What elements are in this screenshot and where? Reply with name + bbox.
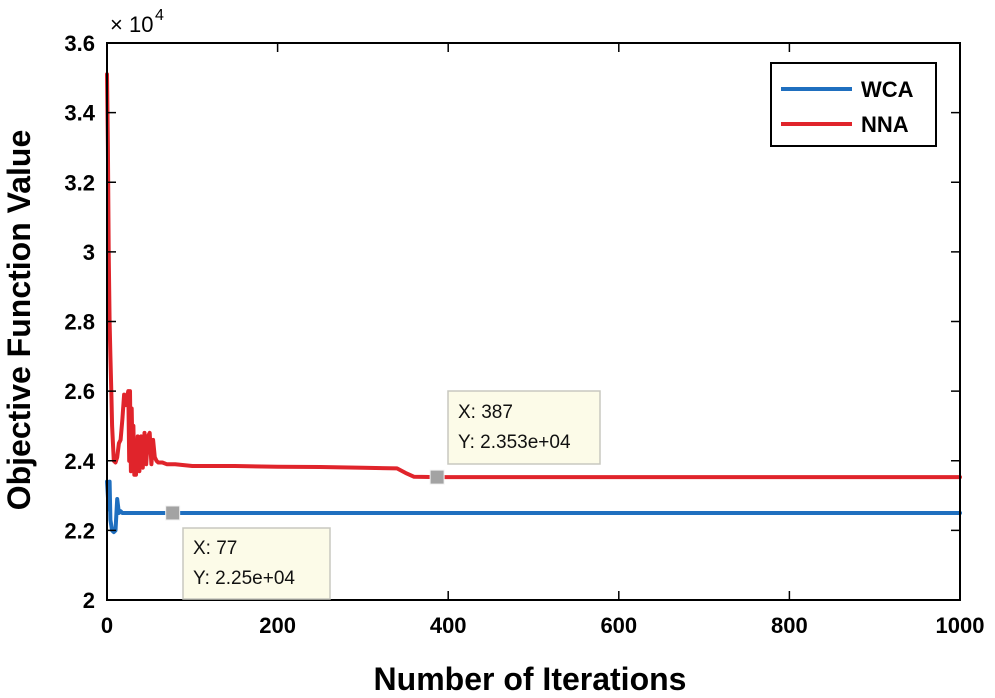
legend-box <box>770 62 937 147</box>
x-tick-label: 0 <box>101 613 113 638</box>
x-tick-label: 800 <box>771 613 808 638</box>
legend-label-nna: NNA <box>861 112 909 137</box>
y-exponent-label: × 10 <box>110 12 153 37</box>
datatip-x-text: X: 387 <box>458 402 513 423</box>
y-tick-label: 2.8 <box>64 310 95 335</box>
y-tick-label: 2.6 <box>64 379 95 404</box>
datatip-box <box>447 390 601 465</box>
x-tick-label: 600 <box>600 613 637 638</box>
datatip-y-text: Y: 2.25e+04 <box>193 568 295 589</box>
datatip-x-text: X: 77 <box>193 538 237 559</box>
x-axis-label: Number of Iterations <box>374 661 687 697</box>
datatip-nna[interactable]: X: 387 Y: 2.353e+04 <box>429 390 601 485</box>
datatip-marker <box>429 469 445 485</box>
datatip-y-text: Y: 2.353e+04 <box>458 432 571 453</box>
datatip-wca[interactable]: X: 77 Y: 2.25e+04 <box>165 505 331 600</box>
x-tick-label: 1000 <box>936 613 985 638</box>
legend-label-wca: WCA <box>861 77 914 102</box>
x-tick-label: 400 <box>430 613 467 638</box>
y-tick-label: 3.4 <box>64 101 95 126</box>
y-tick-label: 3.2 <box>64 170 95 195</box>
y-tick-label: 2 <box>83 588 95 613</box>
y-tick-label: 3 <box>83 240 95 265</box>
y-tick-label: 2.4 <box>64 449 95 474</box>
ticks-layer: 0 200 400 600 800 1000 2 2.2 2.4 2.6 2.8 3 3.2 3.4 3.6 <box>64 31 984 638</box>
datatip-box <box>182 527 331 600</box>
datatip-layer: X: 77 Y: 2.25e+04 X: 387 Y: 2.353e+04 <box>165 390 601 600</box>
y-tick-label: 2.2 <box>64 518 95 543</box>
y-tick-label: 3.6 <box>64 31 95 56</box>
y-axis-label: Objective Function Value <box>1 130 37 511</box>
y-exponent-power: 4 <box>155 7 164 24</box>
x-tick-label: 200 <box>259 613 296 638</box>
series-line-nna <box>105 72 962 480</box>
series-line-wca <box>105 479 962 535</box>
datatip-marker <box>165 505 181 521</box>
legend: WCA NNA <box>770 62 937 147</box>
series-layer <box>105 72 962 535</box>
